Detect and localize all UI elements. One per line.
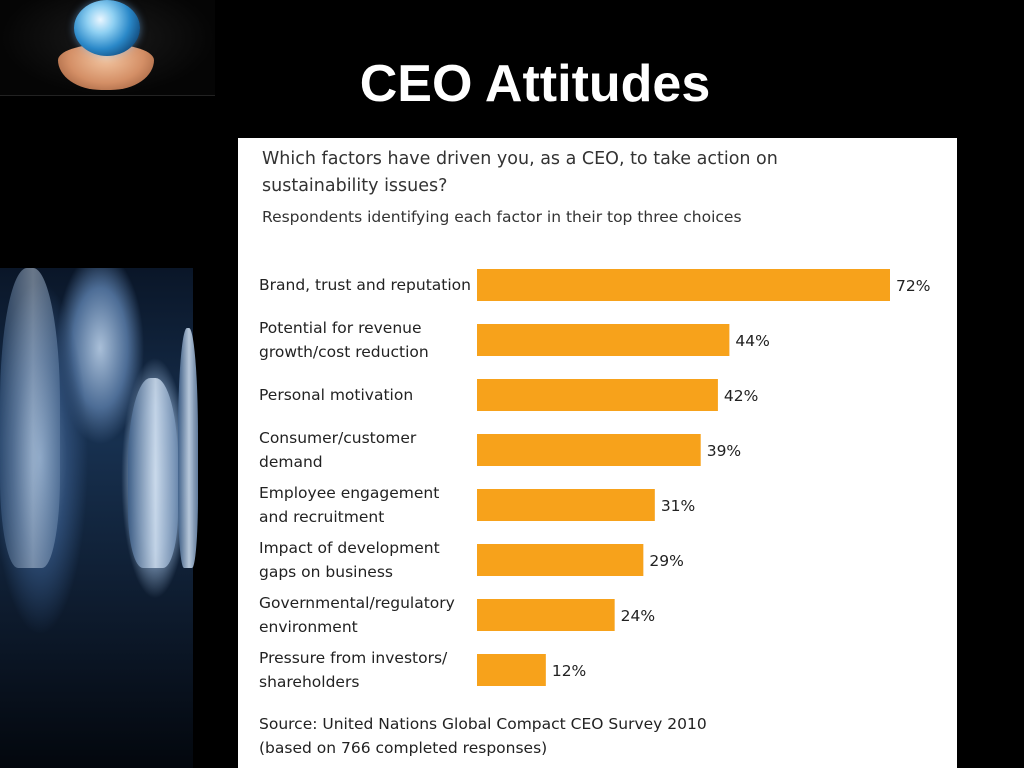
bar	[477, 599, 615, 631]
category-label: Brand, trust and reputation	[259, 276, 471, 294]
bar-row: Consumer/customer demand 39%	[259, 429, 741, 471]
source-note: Source: United Nations Global Compact CE…	[259, 712, 707, 760]
bar-row: Pressure from investors/shareholders 12%	[259, 649, 586, 691]
value-label: 44%	[735, 332, 769, 350]
value-label: 29%	[649, 552, 683, 570]
value-label: 12%	[552, 662, 586, 680]
source-line-2: (based on 766 completed responses)	[259, 739, 548, 757]
category-label: Pressure from investors/	[259, 649, 448, 667]
bar	[477, 489, 655, 521]
bar	[477, 269, 890, 301]
value-label: 24%	[621, 607, 655, 625]
category-label: Employee engagement	[259, 484, 439, 502]
value-label: 31%	[661, 497, 695, 515]
category-label: environment	[259, 618, 358, 636]
value-label: 42%	[724, 387, 758, 405]
bar-row: Personal motivation 42%	[259, 379, 758, 411]
category-label: Potential for revenue	[259, 319, 422, 337]
category-label: growth/cost reduction	[259, 343, 429, 361]
value-label: 39%	[707, 442, 741, 460]
bar-row: Brand, trust and reputation 72%	[259, 269, 930, 301]
category-label: shareholders	[259, 673, 359, 691]
category-label: Governmental/regulatory	[259, 594, 455, 612]
category-label: and recruitment	[259, 508, 384, 526]
bar	[477, 654, 546, 686]
bar-row: Potential for revenue growth/cost reducti…	[259, 319, 770, 361]
chart-panel: Which factors have driven you, as a CEO,…	[238, 138, 957, 768]
chart-title: Which factors have driven you, as a CEO,…	[262, 149, 778, 196]
category-label: Impact of development	[259, 539, 440, 557]
bar-row: Employee engagement and recruitment 31%	[259, 484, 695, 526]
bar-row: Governmental/regulatory environment 24%	[259, 594, 655, 636]
bar	[477, 544, 644, 576]
category-label: gaps on business	[259, 563, 393, 581]
category-label: demand	[259, 453, 323, 471]
source-line-1: Source: United Nations Global Compact CE…	[259, 715, 707, 733]
value-label: 72%	[896, 277, 930, 295]
bar	[477, 434, 701, 466]
bar	[477, 324, 730, 356]
category-label: Consumer/customer	[259, 429, 417, 447]
bar-chart: Brand, trust and reputation 72% Potential …	[259, 269, 930, 691]
globe-in-hands-logo	[0, 0, 215, 96]
category-label: Personal motivation	[259, 386, 413, 404]
globe-icon	[74, 0, 140, 56]
bar	[477, 379, 718, 411]
bar-row: Impact of development gaps on business 29%	[259, 539, 684, 581]
chart-subtitle: Respondents identifying each factor in t…	[262, 208, 742, 226]
slide-title: CEO Attitudes	[359, 55, 711, 113]
chess-pieces-photo	[0, 268, 198, 768]
